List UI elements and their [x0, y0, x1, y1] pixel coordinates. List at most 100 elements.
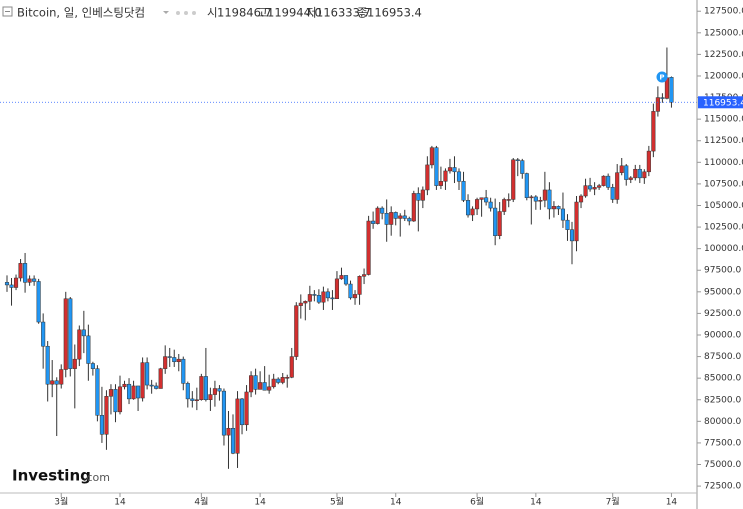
candle-body — [235, 398, 240, 454]
candle-body — [122, 383, 127, 388]
candle-body — [163, 356, 168, 369]
candle-body — [569, 229, 575, 242]
x-tick-label: 3월 — [54, 496, 68, 508]
candle-body — [280, 377, 285, 383]
candle-body — [646, 150, 651, 173]
candle-body — [398, 215, 403, 219]
y-tick-label: 122500.0 — [704, 50, 743, 60]
candle-body — [452, 167, 457, 173]
candle-body — [59, 369, 64, 385]
candle-body — [176, 358, 181, 363]
candle-body — [258, 382, 263, 390]
y-tick-label: 107500.0 — [704, 179, 743, 189]
y-tick-label: 127500.0 — [704, 7, 743, 17]
y-tick-label: 87500.0 — [704, 352, 741, 362]
candle-body — [190, 398, 195, 401]
plot — [0, 47, 697, 469]
candle-body — [592, 187, 597, 190]
candle-body — [601, 175, 606, 186]
dropdown-arrow[interactable] — [163, 11, 169, 14]
candle-body — [90, 363, 95, 369]
candle-body — [434, 147, 439, 186]
x-tick-label: 7월 — [606, 496, 620, 508]
candle-body — [108, 389, 114, 397]
candle-body — [366, 220, 371, 275]
candle-body — [167, 356, 172, 358]
marker-badge-icon: P — [659, 74, 664, 82]
candle-body — [669, 77, 674, 103]
candle-body — [578, 195, 584, 203]
candle-body — [560, 208, 566, 221]
candle-body — [50, 380, 55, 385]
marker-badge[interactable] — [656, 71, 668, 83]
candle-body — [484, 197, 489, 203]
candle-body — [126, 383, 132, 400]
ohlc-label: 종 — [357, 6, 368, 20]
candle-body — [393, 212, 398, 219]
y-tick-label: 72500.0 — [704, 482, 741, 492]
settings-dot[interactable] — [184, 11, 188, 15]
collapse-icon[interactable] — [2, 6, 13, 17]
candle-body — [633, 168, 638, 179]
y-tick-label: 77500.0 — [704, 438, 741, 448]
last-price-tag — [698, 96, 743, 109]
candle-body — [479, 197, 484, 200]
y-tick-label: 97500.0 — [704, 266, 741, 276]
last-price-label: 116953.4 — [703, 98, 743, 108]
y-tick-label: 115000.0 — [704, 115, 743, 125]
candle-body — [520, 160, 525, 174]
ohlc-value: 119846.7 — [217, 6, 272, 20]
chart-title: Bitcoin, 일, 인베스팅닷컴 — [17, 6, 145, 20]
candle-body — [203, 376, 208, 401]
x-tick-label: 6월 — [470, 496, 484, 508]
candle-body — [538, 200, 543, 202]
ohlc-value: 119944.0 — [267, 6, 322, 20]
candle-body — [307, 294, 312, 302]
settings-dot[interactable] — [192, 11, 196, 15]
watermark: Investing — [12, 467, 91, 485]
candle-body — [447, 167, 453, 172]
candle-body — [651, 111, 656, 152]
candle-body — [267, 386, 272, 391]
candle-body — [104, 396, 109, 435]
candle-body — [583, 185, 588, 197]
y-tick-label: 75000.0 — [704, 460, 741, 470]
candle-body — [136, 385, 141, 399]
candle-body — [262, 382, 267, 391]
candle-body — [547, 189, 552, 210]
candle-body — [348, 283, 353, 299]
candle-body — [9, 284, 14, 288]
y-tick-label: 90000.0 — [704, 330, 741, 340]
candle-body — [380, 207, 385, 214]
candle-body — [221, 390, 227, 436]
y-tick-label: 102500.0 — [704, 223, 743, 233]
x-tick-label: 14 — [390, 498, 402, 508]
candle-body — [529, 196, 534, 199]
candle-body — [515, 159, 520, 161]
candle-body — [244, 391, 249, 426]
candle-body — [325, 291, 330, 299]
candle-body — [615, 172, 620, 200]
candle-body — [628, 177, 633, 180]
candle-body — [502, 199, 507, 212]
candle-body — [199, 376, 204, 401]
candle-body — [506, 199, 511, 201]
y-tick-label: 120000.0 — [704, 71, 743, 81]
settings-dot[interactable] — [176, 11, 180, 15]
candle-body — [239, 398, 245, 426]
ohlc-label: 시 — [207, 6, 218, 20]
y-tick-label: 100000.0 — [704, 244, 743, 254]
candle-body — [371, 220, 376, 224]
candle-body — [637, 168, 642, 179]
x-tick-label: 14 — [666, 498, 678, 508]
candle-body — [230, 427, 236, 454]
candle-body — [95, 368, 100, 416]
candle-body — [45, 345, 50, 385]
candle-body — [294, 305, 299, 357]
y-tick-label: 92500.0 — [704, 309, 741, 319]
candle-body — [271, 378, 276, 388]
candle-body — [407, 218, 412, 222]
x-tick-label: 4월 — [194, 496, 208, 508]
candle-body — [289, 356, 294, 378]
